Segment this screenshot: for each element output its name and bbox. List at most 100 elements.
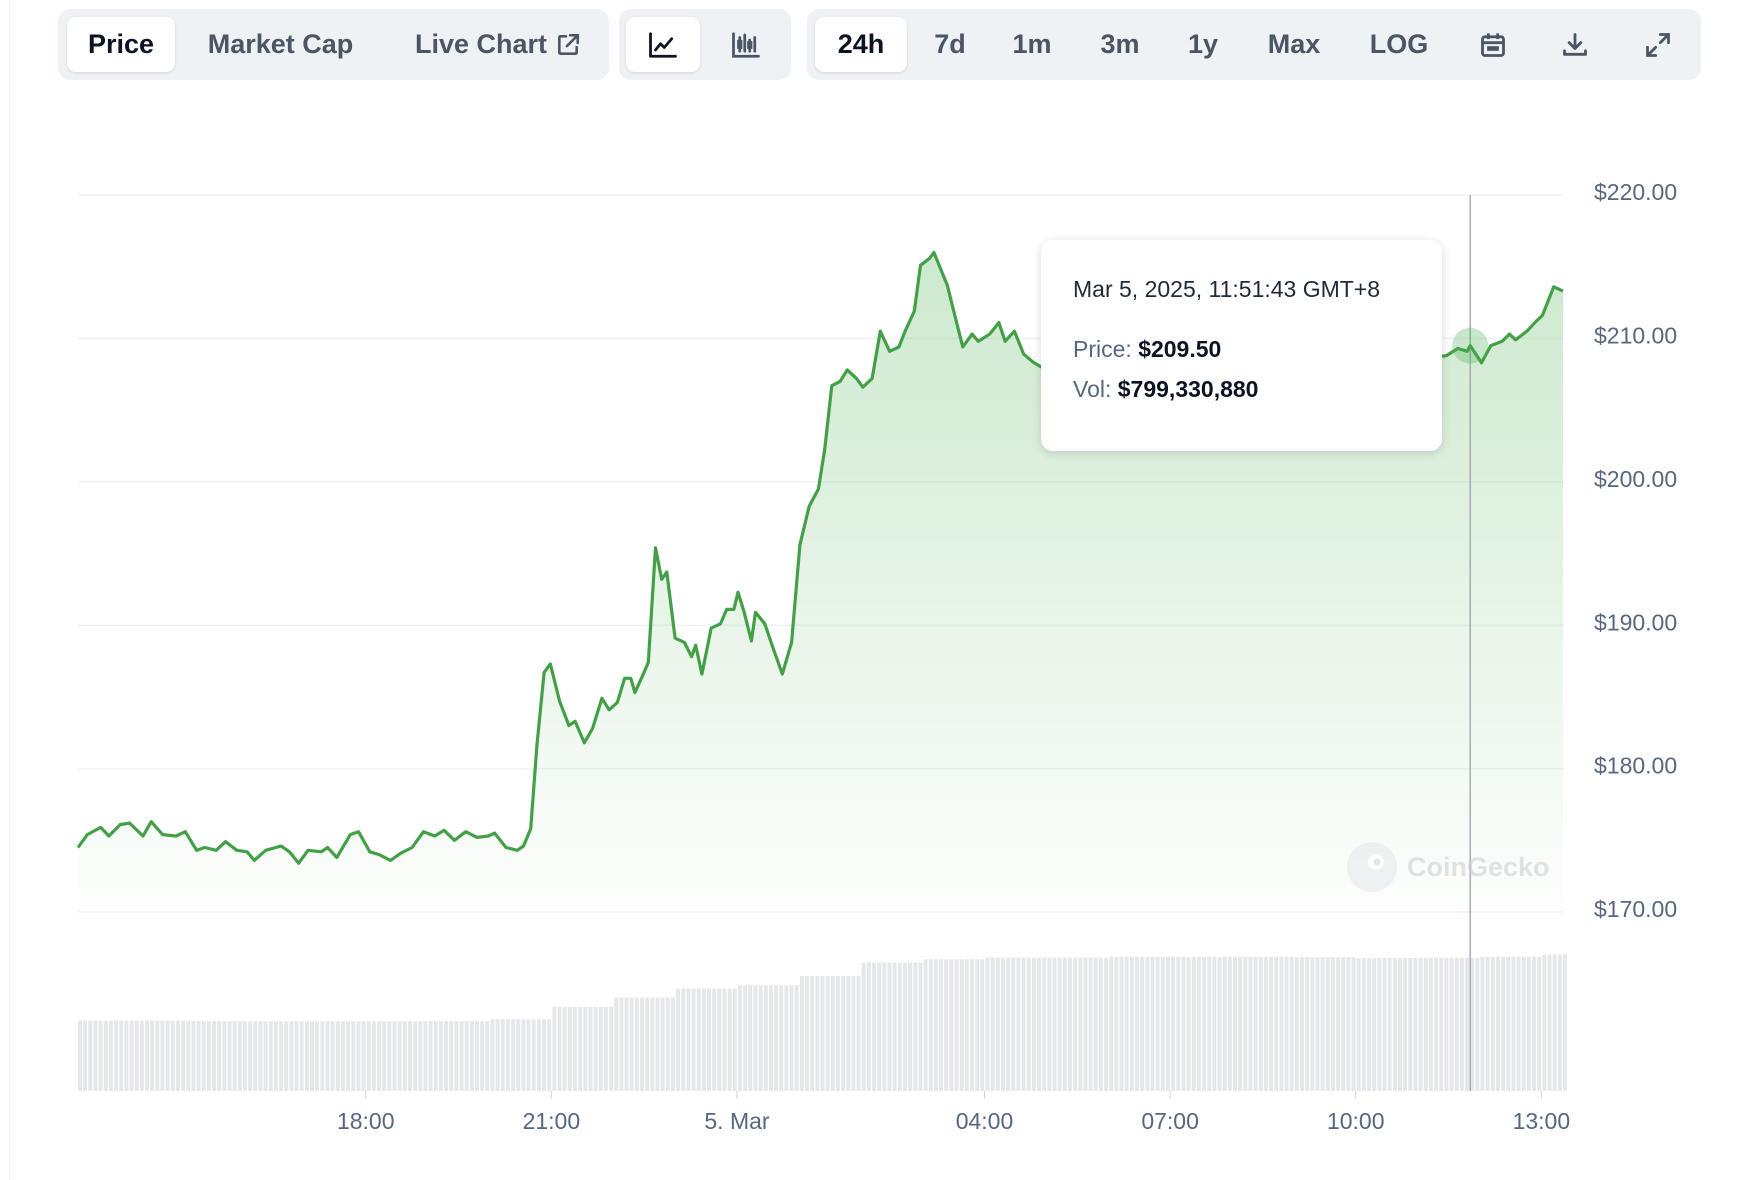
volume-bar [108,1020,113,1091]
tooltip-volume-label: Vol: [1073,376,1112,402]
download-button[interactable] [1545,17,1605,72]
external-link-icon [558,33,580,55]
panel-border [9,0,10,1180]
volume-bar [1284,956,1289,1091]
volume-bar [1052,957,1057,1091]
volume-bar [681,988,686,1091]
volume-bar [1124,956,1129,1091]
volume-bar [351,1021,356,1091]
volume-bar [433,1021,438,1091]
volume-bar [408,1021,412,1091]
volume-bar [578,1006,583,1091]
volume-bar [495,1019,500,1091]
volume-bar [841,976,846,1091]
range-1m[interactable]: 1m [1002,17,1062,72]
volume-bar [1274,956,1279,1091]
volume-bar [1289,956,1294,1091]
volume-bar [660,997,665,1091]
candlestick-chart-button[interactable] [709,17,783,72]
volume-bar [913,962,918,1091]
volume-bar [634,997,639,1091]
volume-bar [768,985,773,1091]
volume-bar [340,1021,345,1091]
volume-bar [1413,958,1418,1091]
volume-bar [366,1021,371,1091]
line-chart-button[interactable] [626,17,700,72]
volume-bar [1403,958,1408,1091]
volume-bar [114,1020,119,1091]
range-7d[interactable]: 7d [920,17,980,72]
volume-bar [985,957,990,1091]
volume-bar [1140,956,1145,1091]
watermark-text: CoinGecko [1407,851,1550,882]
volume-bar [263,1021,268,1091]
volume-bar [1351,957,1356,1091]
volume-bar [511,1019,516,1091]
volume-bar [861,962,866,1091]
range-toolbar: 24h 7d 1m 3m 1y Max LOG [807,9,1701,80]
range-max[interactable]: Max [1254,17,1334,72]
volume-bar [779,985,784,1091]
volume-bar [1238,956,1243,1091]
tooltip-price-row: Price: $209.50 [1073,336,1221,363]
volume-bar [665,997,670,1091]
volume-bar [1109,956,1114,1091]
candlestick-chart-icon [732,31,760,58]
calendar-button[interactable] [1463,17,1523,72]
volume-bar [696,988,701,1091]
volume-bar [830,976,835,1091]
volume-bar [701,988,706,1091]
volume-bar [676,988,681,1091]
volume-bar [469,1021,474,1091]
range-24h[interactable]: 24h [815,17,907,72]
tab-live-chart[interactable]: Live Chart [398,17,598,72]
volume-bar [851,976,856,1091]
volume-bar [794,985,799,1091]
volume-bar [1160,956,1165,1091]
volume-bar [1356,958,1361,1091]
tab-market-cap[interactable]: Market Cap [188,17,373,72]
volume-bar [1078,957,1083,1091]
volume-bar [160,1020,165,1091]
volume-bar [727,988,732,1091]
volume-bar [356,1021,361,1091]
volume-bar [707,988,712,1091]
log-scale-toggle[interactable]: LOG [1359,17,1439,72]
volume-bar [1212,956,1217,1091]
tab-price[interactable]: Price [67,17,175,72]
volume-bar [1207,956,1212,1091]
volume-bar [279,1021,284,1091]
tab-market-cap-label: Market Cap [207,29,354,59]
tab-price-label: Price [87,29,155,59]
volume-bar [531,1019,536,1091]
tooltip-volume-value: $799,330,880 [1117,376,1259,402]
volume-bar [1227,956,1232,1091]
coingecko-logo-icon [1347,842,1397,892]
volume-bar [598,1006,603,1091]
range-1y-label: 1y [1187,29,1219,59]
x-tick-label: 5. Mar [704,1108,770,1134]
volume-bar [820,976,825,1091]
volume-bar [1361,958,1366,1091]
volume-bar [799,976,804,1091]
volume-bar [1011,957,1016,1091]
range-3m[interactable]: 3m [1090,17,1150,72]
volume-bar [1495,956,1500,1091]
volume-bar [1202,956,1207,1091]
range-1y[interactable]: 1y [1173,17,1233,72]
volume-bar [614,997,619,1091]
volume-bar [1439,957,1444,1091]
volume-bar [1310,957,1315,1091]
volume-bar [346,1021,351,1091]
volume-bar [526,1019,531,1091]
volume-bar [480,1021,485,1091]
volume-bar [990,957,995,1091]
volume-bar [1279,956,1284,1091]
volume-bar [1475,957,1480,1091]
volume-bar [1253,956,1258,1091]
volume-bar [784,985,789,1091]
volume-bar [1537,956,1542,1091]
fullscreen-button[interactable] [1628,17,1688,72]
volume-bar [1119,956,1124,1091]
